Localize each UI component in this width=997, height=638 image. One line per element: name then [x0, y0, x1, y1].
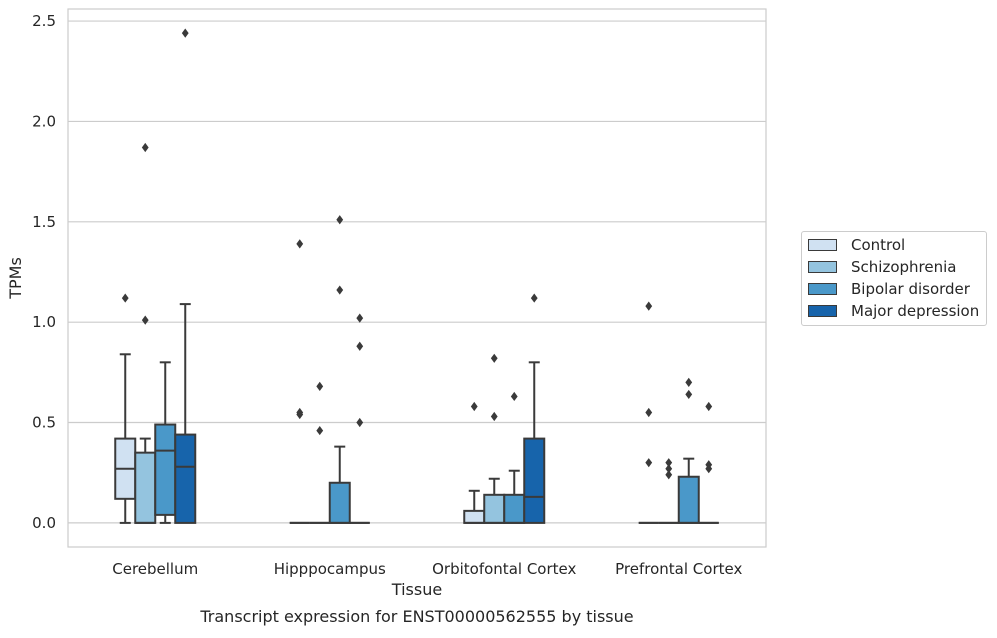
- legend-swatch: [808, 305, 837, 317]
- outlier-point: [645, 301, 653, 311]
- x-tick-label: Cerebellum: [112, 560, 198, 578]
- box: [154, 423, 177, 516]
- legend-item-bipolar-disorder: Bipolar disorder: [808, 279, 970, 299]
- chart-title: Transcript expression for ENST0000056255…: [199, 607, 633, 626]
- outlier-point: [296, 407, 304, 418]
- legend-label: Major depression: [851, 302, 980, 320]
- outlier-point: [141, 315, 149, 325]
- box: [483, 493, 506, 524]
- outlier-point: [336, 215, 344, 225]
- outlier-point: [141, 142, 149, 153]
- outlier-point: [121, 293, 129, 303]
- legend-label: Bipolar disorder: [851, 280, 970, 298]
- box-major-depression-3: [698, 401, 719, 524]
- legend: Control Schizophrenia Bipolar disorder M…: [801, 231, 987, 326]
- outlier-point: [316, 381, 324, 392]
- outlier-point: [356, 341, 364, 351]
- legend-label: Schizophrenia: [851, 258, 957, 276]
- box: [677, 475, 700, 524]
- box-layer: [114, 28, 719, 524]
- box-control-1: [289, 239, 310, 524]
- y-tick-label: 2.5: [32, 12, 56, 30]
- box-major-depression-1: [349, 313, 370, 524]
- x-tick-labels: Cerebellum Hipppocampus Orbitofontal Corte…: [112, 560, 742, 578]
- outlier-point: [296, 239, 304, 249]
- box-major-depression-2: [523, 293, 546, 524]
- box-schizophrenia-1: [309, 381, 330, 524]
- outlier-point: [530, 293, 538, 303]
- box: [523, 437, 546, 524]
- x-tick-label: Orbitofontal Cortex: [432, 560, 576, 578]
- outlier-point: [665, 470, 673, 480]
- outlier-point: [645, 458, 653, 468]
- plot-frame: [67, 8, 767, 548]
- outlier-point: [336, 285, 344, 295]
- box-bipolar-disorder-1: [328, 215, 351, 524]
- y-tick-label: 0.0: [32, 514, 56, 532]
- outlier-point: [470, 401, 478, 412]
- outlier-point: [490, 411, 498, 422]
- outlier-point: [356, 313, 364, 323]
- box: [463, 509, 486, 524]
- outlier-point: [665, 458, 673, 468]
- box-bipolar-disorder-3: [677, 377, 700, 524]
- box: [328, 481, 351, 524]
- outlier-point: [685, 377, 693, 387]
- x-tick-label: Hipppocampus: [274, 560, 386, 578]
- outlier-point: [685, 389, 693, 400]
- legend-item-control: Control: [808, 235, 905, 255]
- y-tick-labels: 0.0 0.5 1.0 1.5 2.0 2.5: [32, 12, 56, 532]
- box: [503, 493, 526, 524]
- box-schizophrenia-2: [483, 353, 506, 524]
- outlier-point: [705, 401, 713, 412]
- box-schizophrenia-0: [134, 142, 157, 524]
- outlier-point: [665, 464, 673, 474]
- legend-swatch: [808, 283, 837, 295]
- y-axis-label: TPMs: [6, 257, 25, 300]
- box-control-2: [463, 401, 486, 524]
- legend-label: Control: [851, 236, 906, 254]
- box-bipolar-disorder-0: [154, 361, 177, 524]
- legend-item-schizophrenia: Schizophrenia: [808, 257, 956, 277]
- outlier-point: [510, 391, 518, 402]
- outlier-point: [705, 460, 713, 470]
- y-tick-label: 1.5: [32, 213, 56, 231]
- y-tick-label: 1.0: [32, 313, 56, 331]
- legend-item-major-depression: Major depression: [808, 301, 979, 321]
- legend-swatch: [808, 261, 837, 273]
- box-control-0: [114, 293, 137, 524]
- y-tick-label: 0.5: [32, 414, 56, 432]
- y-tick-label: 2.0: [32, 112, 56, 130]
- legend-swatch: [808, 239, 837, 251]
- x-axis-label: Tissue: [391, 580, 442, 599]
- box-bipolar-disorder-2: [503, 391, 526, 524]
- outlier-point: [490, 353, 498, 363]
- outlier-point: [645, 407, 653, 418]
- box-major-depression-0: [174, 28, 197, 524]
- x-tick-label: Prefrontal Cortex: [615, 560, 742, 578]
- box: [134, 451, 157, 524]
- outlier-point: [316, 425, 324, 436]
- box-schizophrenia-3: [658, 458, 679, 524]
- box: [174, 433, 197, 524]
- outlier-point: [356, 417, 364, 428]
- outlier-point: [181, 28, 189, 38]
- box-control-3: [638, 301, 659, 524]
